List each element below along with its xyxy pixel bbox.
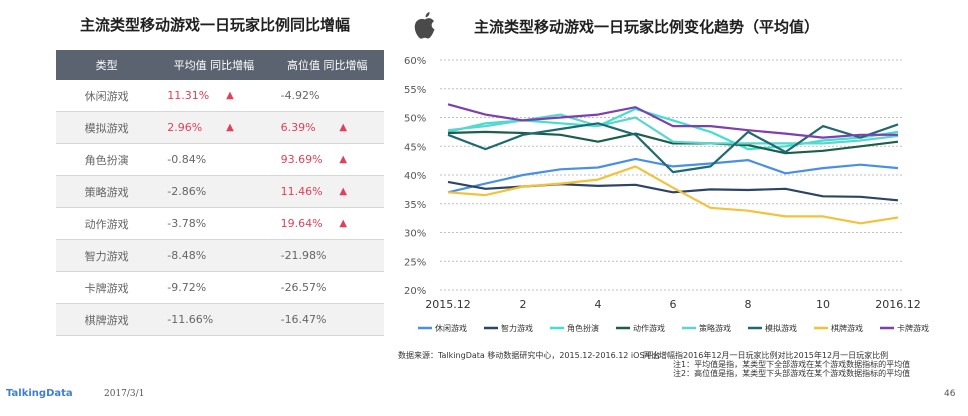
row-avg-arrow: [226, 207, 271, 240]
row-high-arrow: [339, 80, 384, 112]
header-avg: 平均值 同比增幅: [157, 50, 271, 80]
series-line-7: [447, 103, 898, 139]
row-avg-arrow: ▲: [226, 80, 271, 112]
footer-date: 2017/3/1: [104, 389, 145, 399]
row-high-value: 6.39%: [270, 111, 340, 144]
row-high-value: -4.92%: [270, 80, 340, 112]
legend-label: 智力游戏: [501, 323, 533, 333]
y-tick-label: 30%: [404, 229, 426, 240]
row-avg-value: 11.31%: [157, 80, 227, 112]
y-tick-label: 60%: [404, 56, 426, 67]
row-avg-arrow: [226, 271, 271, 304]
y-tick-label: 35%: [404, 200, 426, 211]
growth-table: 类型 平均值 同比增幅 高位值 同比增幅 休闲游戏 11.31% ▲ -4.92% 模拟…: [56, 50, 384, 336]
table-row: 动作游戏 -3.78% 19.64% ▲: [56, 207, 384, 240]
legend-label: 休闲游戏: [435, 323, 467, 333]
row-avg-arrow: [226, 143, 271, 176]
row-category: 卡牌游戏: [56, 271, 158, 304]
series-line-3: [447, 130, 899, 155]
note-1: 注1：平均值是指，某类型下全部游戏在某个游戏数据指标的平均值: [673, 360, 911, 369]
row-avg-value: -11.66%: [157, 303, 227, 336]
table-row: 策略游戏 -2.86% 11.46% ▲: [56, 175, 384, 208]
table-header-row: 类型 平均值 同比增幅 高位值 同比增幅: [56, 50, 384, 80]
legend-label: 角色扮演: [567, 323, 599, 333]
row-avg-value: -3.78%: [157, 207, 227, 240]
row-high-value: -16.47%: [270, 303, 340, 336]
y-tick-label: 50%: [404, 114, 426, 125]
row-avg-arrow: [226, 303, 271, 336]
table-row: 模拟游戏 2.96% ▲ 6.39% ▲: [56, 111, 384, 144]
legend-label: 模拟游戏: [765, 323, 797, 333]
table-title: 主流类型移动游戏一日玩家比例同比增幅: [80, 16, 351, 34]
row-high-arrow: ▲: [339, 175, 384, 208]
row-high-arrow: [339, 239, 384, 272]
row-high-value: -21.98%: [270, 239, 340, 272]
row-avg-value: -0.84%: [157, 143, 227, 176]
source-note: 数据来源：TalkingData 移动数据研究中心，2015.12-2016.1…: [398, 351, 661, 360]
brand-logo: TalkingData: [6, 388, 73, 399]
legend-label: 动作游戏: [633, 323, 665, 333]
y-tick-label: 45%: [404, 142, 426, 153]
chart-title: 主流类型移动游戏一日玩家比例变化趋势（平均值）: [474, 18, 820, 36]
x-tick-label: 6: [670, 298, 677, 311]
row-avg-arrow: [226, 239, 271, 272]
row-category: 动作游戏: [56, 207, 158, 240]
series-line-1: [447, 180, 899, 202]
row-avg-arrow: [226, 175, 271, 208]
legend-label: 卡牌游戏: [897, 323, 929, 333]
y-tick-label: 55%: [404, 85, 426, 96]
table-row: 卡牌游戏 -9.72% -26.57%: [56, 271, 384, 304]
row-category: 模拟游戏: [56, 111, 158, 144]
row-high-arrow: ▲: [339, 207, 384, 240]
x-tick-label: 2016.12: [875, 298, 921, 311]
row-avg-value: 2.96%: [157, 111, 227, 144]
row-avg-value: -9.72%: [157, 271, 227, 304]
x-tick-label: 2: [520, 298, 527, 311]
row-avg-value: -2.86%: [157, 175, 227, 208]
y-tick-label: 25%: [404, 257, 426, 268]
row-high-arrow: ▲: [339, 143, 384, 176]
legend-label: 棋牌游戏: [831, 323, 863, 333]
row-high-arrow: [339, 271, 384, 304]
note-2: 注2：高位值是指，某类型下头部游戏在某个游戏数据指标的平均值: [673, 369, 911, 378]
y-tick-label: 20%: [404, 286, 426, 297]
series-line-0: [447, 157, 899, 194]
row-category: 角色扮演: [56, 143, 158, 176]
header-type: 类型: [56, 50, 158, 80]
table-row: 休闲游戏 11.31% ▲ -4.92%: [56, 80, 384, 112]
page-number: 46: [944, 389, 956, 399]
series-line-5: [447, 122, 899, 174]
row-avg-arrow: ▲: [226, 111, 271, 144]
row-high-value: 19.64%: [270, 207, 340, 240]
y-tick-label: 40%: [404, 171, 426, 182]
row-high-arrow: ▲: [339, 111, 384, 144]
x-tick-label: 2015.12: [425, 298, 471, 311]
table-row: 智力游戏 -8.48% -21.98%: [56, 239, 384, 272]
row-high-value: 93.69%: [270, 143, 340, 176]
table-row: 角色扮演 -0.84% 93.69% ▲: [56, 143, 384, 176]
row-category: 休闲游戏: [56, 80, 158, 112]
row-category: 智力游戏: [56, 239, 158, 272]
row-category: 棋牌游戏: [56, 303, 158, 336]
x-tick-label: 8: [745, 298, 752, 311]
apple-icon: [412, 10, 438, 46]
row-high-arrow: [339, 303, 384, 336]
line-chart: 20% 25% 30% 35% 40% 45% 50% 55% 60% 2015.12 2 4 6 8 10…: [404, 56, 929, 333]
x-tick-label: 4: [595, 298, 602, 311]
row-avg-value: -8.48%: [157, 239, 227, 272]
row-category: 策略游戏: [56, 175, 158, 208]
header-high: 高位值 同比增幅: [270, 50, 384, 80]
row-high-value: -26.57%: [270, 271, 340, 304]
row-high-value: 11.46%: [270, 175, 340, 208]
legend-label: 策略游戏: [699, 323, 731, 333]
series-line-6: [447, 165, 899, 225]
x-tick-label: 10: [816, 298, 830, 311]
table-row: 棋牌游戏 -11.66% -16.47%: [56, 303, 384, 336]
growth-note: 同比增幅指2016年12月一日玩家比例对比2015年12月一日玩家比例: [643, 351, 889, 360]
